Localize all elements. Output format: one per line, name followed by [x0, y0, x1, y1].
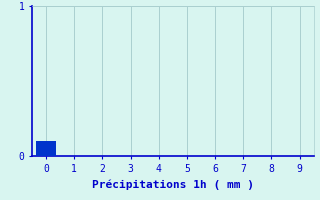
- Bar: [36, 141, 56, 156]
- X-axis label: Précipitations 1h ( mm ): Précipitations 1h ( mm ): [92, 179, 254, 190]
